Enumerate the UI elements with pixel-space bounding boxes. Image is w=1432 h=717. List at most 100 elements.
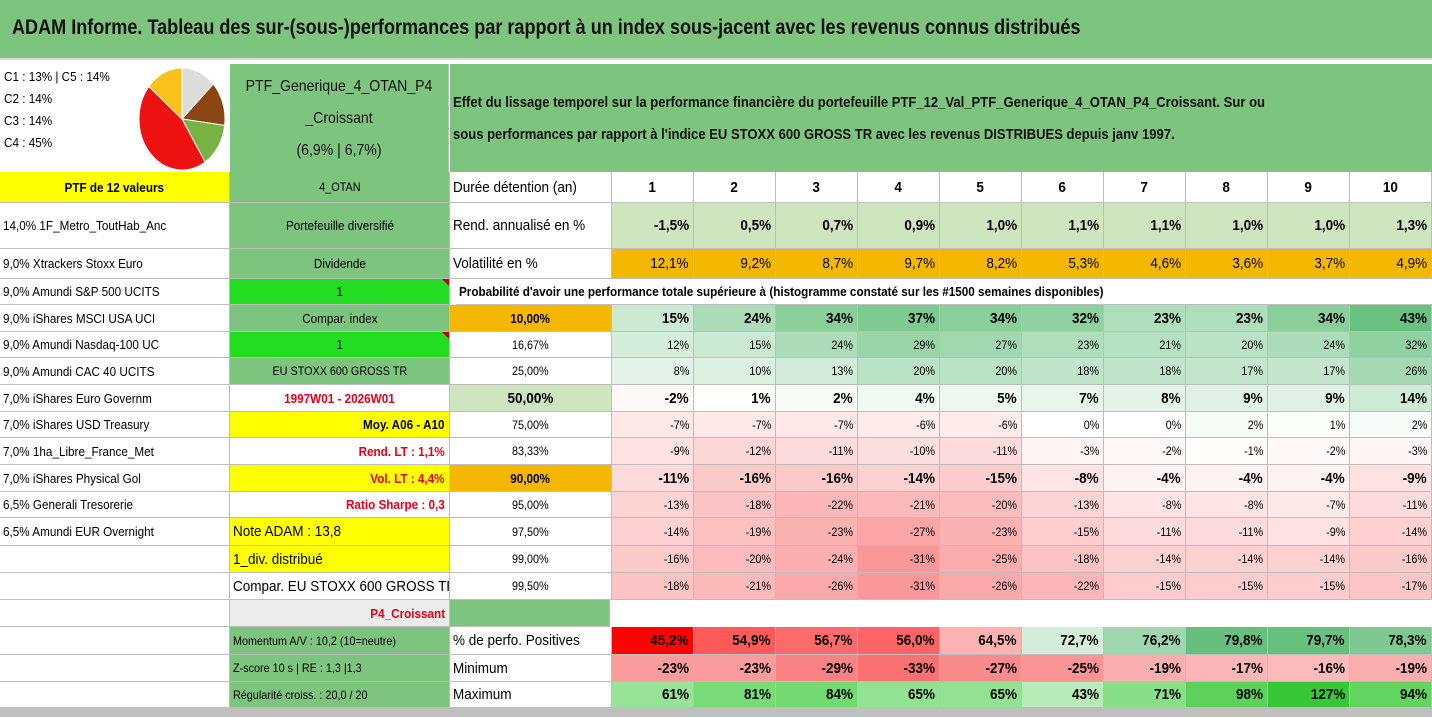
otan-cell[interactable]: 4_OTAN (230, 172, 450, 203)
quantile-value[interactable]: 34% (940, 305, 1022, 332)
quantile-value[interactable]: 15% (612, 305, 694, 332)
year-header[interactable]: 2 (694, 172, 776, 203)
vol-value[interactable]: 4,6% (1104, 249, 1186, 279)
vol-lt-cell[interactable]: Vol. LT : 4,4% (230, 465, 450, 492)
vol-value[interactable]: 8,2% (940, 249, 1022, 279)
quantile-value[interactable]: 24% (1268, 332, 1350, 358)
quantile-value[interactable]: -14% (1104, 546, 1186, 573)
min-value[interactable]: -27% (940, 655, 1022, 682)
max-value[interactable]: 94% (1350, 682, 1432, 708)
quantile-value[interactable]: 26% (1350, 358, 1432, 385)
vol-value[interactable]: 8,7% (776, 249, 858, 279)
quantile-label[interactable]: 83,33% (450, 438, 612, 465)
flag-cell[interactable]: 1 (230, 332, 450, 358)
quantile-value[interactable]: -8% (1186, 492, 1268, 518)
quantile-value[interactable]: 2% (1186, 412, 1268, 438)
quantile-value[interactable]: -8% (1104, 492, 1186, 518)
compar-full-cell[interactable]: Compar. EU STOXX 600 GROSS TR (230, 573, 450, 600)
year-header[interactable]: 8 (1186, 172, 1268, 203)
year-header[interactable]: 9 (1268, 172, 1350, 203)
quantile-value[interactable]: 20% (1186, 332, 1268, 358)
max-value[interactable]: 61% (612, 682, 694, 708)
max-label[interactable]: Maximum (450, 682, 612, 708)
quantile-value[interactable]: 7% (1022, 385, 1104, 412)
quantile-value[interactable]: -24% (776, 546, 858, 573)
quantile-label[interactable]: 10,00% (450, 305, 612, 332)
empty-cell[interactable] (0, 655, 230, 682)
vol-value[interactable]: 9,7% (858, 249, 940, 279)
quantile-value[interactable]: -7% (694, 412, 776, 438)
max-value[interactable]: 81% (694, 682, 776, 708)
quantile-value[interactable]: -4% (1104, 465, 1186, 492)
quantile-value[interactable]: 32% (1350, 332, 1432, 358)
quantile-value[interactable]: -9% (1268, 518, 1350, 546)
quantile-value[interactable]: -14% (1186, 546, 1268, 573)
rend-value[interactable]: 1,3% (1350, 203, 1432, 249)
quantile-value[interactable]: -4% (1186, 465, 1268, 492)
quantile-value[interactable]: -7% (1268, 492, 1350, 518)
spacer-cell[interactable] (450, 600, 610, 627)
quantile-value[interactable]: -15% (940, 465, 1022, 492)
quantile-value[interactable]: -11% (1186, 518, 1268, 546)
vol-value[interactable]: 9,2% (694, 249, 776, 279)
quantile-label[interactable]: 99,00% (450, 546, 612, 573)
pos-value[interactable]: 45,2% (612, 627, 694, 655)
max-value[interactable]: 127% (1268, 682, 1350, 708)
quantile-value[interactable]: -18% (694, 492, 776, 518)
quantile-value[interactable]: -16% (612, 546, 694, 573)
quantile-value[interactable]: 13% (776, 358, 858, 385)
quantile-value[interactable]: 21% (1104, 332, 1186, 358)
rend-value[interactable]: 0,9% (858, 203, 940, 249)
quantile-value[interactable]: -20% (694, 546, 776, 573)
empty-cell[interactable] (0, 573, 230, 600)
quantile-value[interactable]: -9% (1350, 465, 1432, 492)
year-header[interactable]: 4 (858, 172, 940, 203)
holding-cell[interactable]: 9,0% iShares MSCI USA UCI (0, 305, 230, 332)
holding-cell[interactable]: 7,0% 1ha_Libre_France_Met (0, 438, 230, 465)
pos-value[interactable]: 56,0% (858, 627, 940, 655)
year-header[interactable]: 5 (940, 172, 1022, 203)
max-value[interactable]: 43% (1022, 682, 1104, 708)
holding-cell[interactable]: 6,5% Generali Tresorerie (0, 492, 230, 518)
diversified-cell[interactable]: Portefeuille diversifié (230, 203, 450, 249)
quantile-value[interactable]: -7% (776, 412, 858, 438)
vol-label[interactable]: Volatilité en % (450, 249, 612, 279)
quantile-value[interactable]: 8% (612, 358, 694, 385)
quantile-value[interactable]: -15% (1186, 573, 1268, 600)
strategy-cell[interactable]: P4_Croissant (230, 600, 450, 627)
year-header[interactable]: 1 (612, 172, 694, 203)
quantile-value[interactable]: 14% (1350, 385, 1432, 412)
rend-value[interactable]: -1,5% (612, 203, 694, 249)
quantile-value[interactable]: -12% (694, 438, 776, 465)
max-value[interactable]: 71% (1104, 682, 1186, 708)
sharpe-cell[interactable]: Ratio Sharpe : 0,3 (230, 492, 450, 518)
period-cell[interactable]: 1997W01 - 2026W01 (230, 385, 450, 412)
pos-value[interactable]: 76,2% (1104, 627, 1186, 655)
quantile-label[interactable]: 90,00% (450, 465, 612, 492)
min-value[interactable]: -17% (1186, 655, 1268, 682)
quantile-value[interactable]: -14% (1268, 546, 1350, 573)
quantile-label[interactable]: 75,00% (450, 412, 612, 438)
max-value[interactable]: 65% (940, 682, 1022, 708)
quantile-value[interactable]: -11% (1350, 492, 1432, 518)
quantile-value[interactable]: 15% (694, 332, 776, 358)
pos-value[interactable]: 79,7% (1268, 627, 1350, 655)
quantile-value[interactable]: -8% (1022, 465, 1104, 492)
quantile-value[interactable]: -3% (1022, 438, 1104, 465)
quantile-value[interactable]: 17% (1268, 358, 1350, 385)
vol-value[interactable]: 12,1% (612, 249, 694, 279)
quantile-value[interactable]: -31% (858, 546, 940, 573)
year-header[interactable]: 7 (1104, 172, 1186, 203)
year-header[interactable]: 6 (1022, 172, 1104, 203)
holding-cell[interactable]: 6,5% Amundi EUR Overnight (0, 518, 230, 546)
quantile-value[interactable]: -9% (612, 438, 694, 465)
quantile-value[interactable]: 24% (776, 332, 858, 358)
year-header[interactable]: 3 (776, 172, 858, 203)
pos-value[interactable]: 64,5% (940, 627, 1022, 655)
quantile-label[interactable]: 99,50% (450, 573, 612, 600)
quantile-value[interactable]: 0% (1104, 412, 1186, 438)
quantile-value[interactable]: -14% (1350, 518, 1432, 546)
quantile-value[interactable]: -14% (858, 465, 940, 492)
quantile-value[interactable]: 18% (1022, 358, 1104, 385)
quantile-value[interactable]: 23% (1104, 305, 1186, 332)
